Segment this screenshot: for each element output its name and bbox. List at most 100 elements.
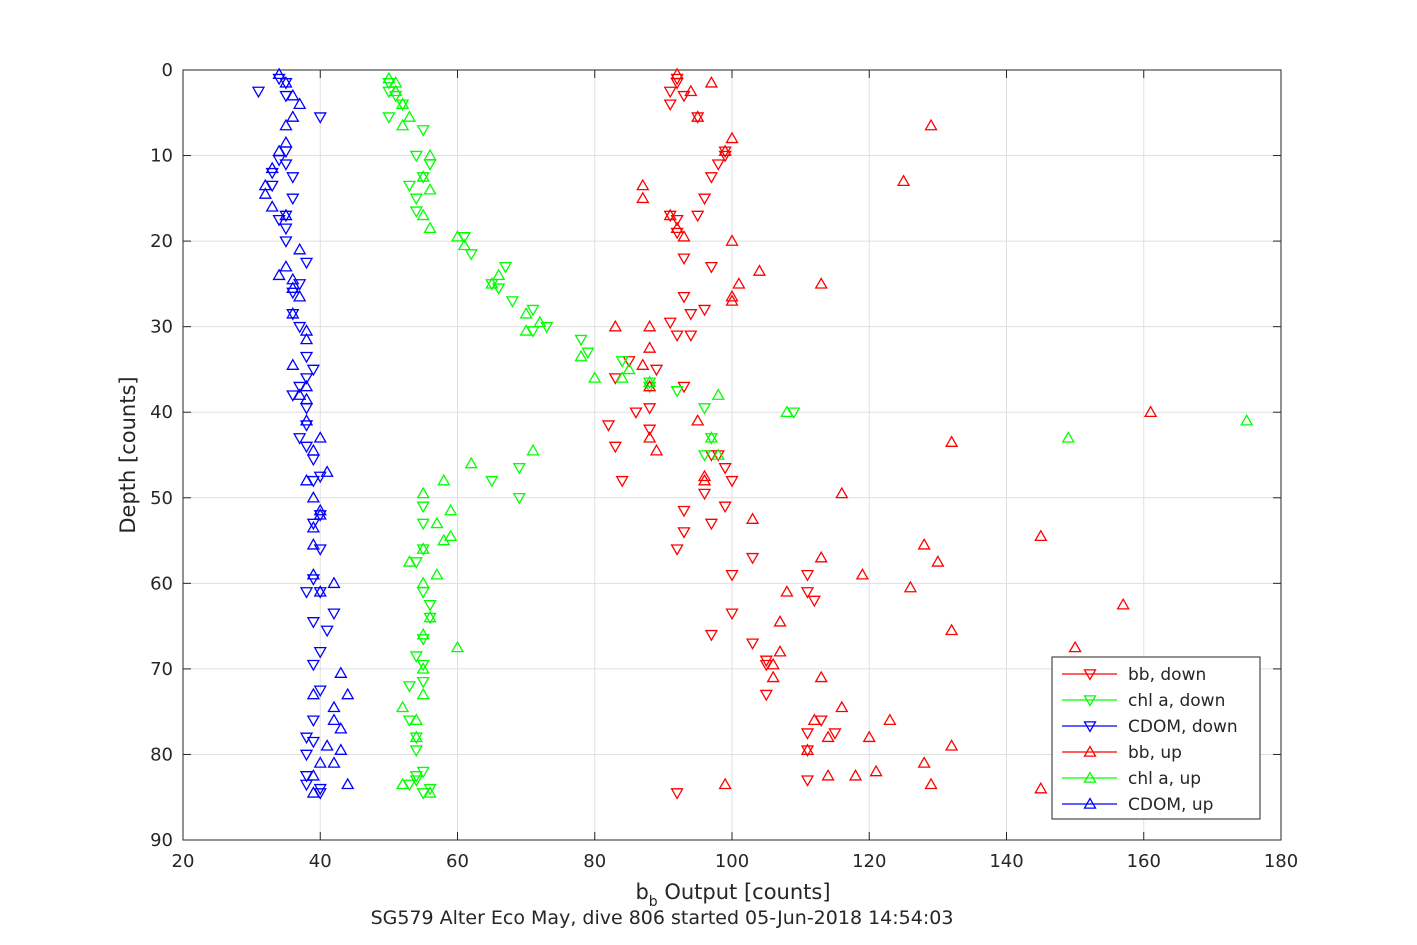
data-point (279, 76, 293, 88)
data-point (313, 510, 327, 522)
data-point (711, 159, 725, 171)
data-point (416, 576, 430, 589)
data-point (423, 599, 437, 612)
data-point (629, 407, 643, 420)
data-point (725, 608, 739, 621)
data-point (526, 443, 540, 456)
data-point (416, 544, 430, 556)
data-point (608, 319, 622, 332)
data-point (505, 296, 520, 308)
axis-ticks: 20 40 60 80 100 120 140 160 180 0 10 20 30 40 50 60 70 80… (150, 60, 1298, 872)
data-point (409, 745, 423, 757)
data-point (643, 424, 657, 437)
data-point (327, 576, 341, 589)
data-point (416, 208, 430, 221)
data-point (704, 431, 719, 443)
data-point (677, 291, 691, 304)
data-point (745, 638, 760, 651)
data-point (1143, 405, 1158, 417)
data-point (533, 315, 547, 328)
data-point (279, 236, 293, 248)
data-point (306, 518, 321, 531)
data-point (896, 174, 911, 186)
data-point (944, 739, 959, 751)
data-point (265, 161, 279, 174)
data-point (416, 634, 430, 646)
data-point (299, 441, 314, 454)
data-point (821, 730, 835, 743)
data-point (663, 99, 677, 112)
data-point (313, 112, 327, 124)
y-tick-label: 20 (150, 231, 173, 252)
data-point (732, 277, 746, 289)
data-point (855, 567, 870, 580)
data-point (691, 210, 705, 223)
x-tick-label: 20 (172, 851, 195, 872)
data-point (697, 403, 712, 415)
legend-item: chl a, down (1062, 691, 1225, 711)
data-point (800, 728, 815, 740)
data-point (725, 234, 739, 246)
y-tick-label: 50 (150, 488, 173, 509)
data-point (636, 178, 650, 191)
data-point (279, 159, 293, 171)
data-point (334, 666, 348, 678)
data-point (416, 659, 430, 672)
data-point (1061, 431, 1075, 443)
data-point (395, 700, 410, 713)
data-point (313, 756, 327, 768)
data-point (423, 148, 437, 161)
data-point (409, 206, 423, 218)
data-point (299, 392, 314, 405)
series-chl-a-up (382, 71, 1254, 798)
data-point (272, 214, 286, 227)
data-point (320, 739, 334, 751)
data-point (1034, 529, 1048, 542)
data-point (766, 670, 780, 683)
data-point (691, 110, 705, 122)
data-point (704, 172, 719, 184)
data-point (286, 281, 300, 293)
data-point (389, 90, 403, 103)
data-point (416, 170, 430, 182)
data-point (341, 777, 355, 790)
data-point (382, 112, 396, 124)
data-point (828, 728, 842, 740)
data-point (807, 713, 821, 725)
data-point (265, 167, 279, 180)
data-point (320, 625, 334, 638)
data-point (416, 518, 430, 531)
data-point (725, 131, 739, 144)
y-tick-label: 0 (162, 60, 173, 81)
data-point (313, 587, 327, 599)
data-point (663, 317, 677, 330)
data-point (334, 743, 348, 755)
data-point (299, 413, 314, 426)
data-point (636, 191, 650, 204)
data-point (306, 538, 321, 550)
data-point (409, 730, 423, 743)
data-point (1034, 781, 1048, 794)
data-point (697, 469, 712, 482)
data-point (677, 527, 691, 539)
data-point (313, 544, 327, 556)
data-point (718, 144, 732, 157)
data-point (293, 97, 307, 109)
legend: bb, down chl a, down CDOM, down bb, up chl a… (1051, 656, 1261, 820)
data-point (697, 304, 712, 317)
data-point (1240, 413, 1254, 426)
data-point (670, 386, 684, 398)
data-point (409, 193, 423, 206)
x-tick-label: 180 (1264, 851, 1298, 872)
data-point (299, 332, 314, 345)
data-point (745, 552, 760, 565)
data-point (402, 681, 417, 693)
data-point (800, 775, 815, 787)
data-point (800, 570, 815, 582)
legend-item: CDOM, up (1062, 795, 1213, 815)
data-point (265, 200, 279, 212)
data-point (944, 435, 959, 447)
data-point (423, 182, 437, 195)
x-tick-label: 140 (989, 851, 1023, 872)
